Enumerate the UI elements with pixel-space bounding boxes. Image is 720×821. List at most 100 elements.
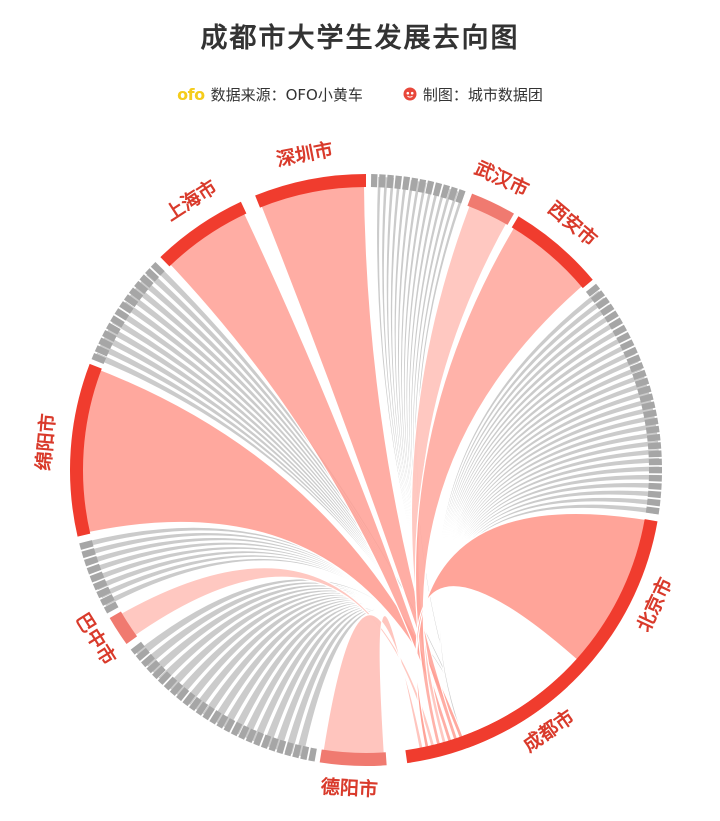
ring-segment [119, 301, 134, 314]
ring-segment [135, 647, 150, 661]
ring-segment [276, 739, 287, 755]
ring-segment [645, 425, 660, 434]
ribbon-上海市 [162, 203, 456, 753]
ring-segment [134, 280, 149, 295]
ring-segment [230, 721, 243, 737]
ring-segment [245, 728, 257, 743]
ribbon-西安市 [414, 217, 592, 756]
ring-segment-德阳市 [319, 749, 387, 766]
ring-segment-武汉市 [467, 193, 514, 225]
ring-segment [86, 563, 102, 575]
ring-segment [260, 734, 272, 749]
data-source-text: 数据来源：OFO小黄车 [210, 85, 363, 104]
ring-segment [643, 409, 657, 419]
ring-segment [632, 369, 647, 380]
ring-segment [209, 710, 222, 725]
ring-segment [141, 653, 155, 668]
ring-segment [102, 330, 117, 342]
ring-segment [417, 178, 427, 193]
ring-segment [648, 466, 662, 474]
ring-segment [455, 189, 466, 204]
ring-segment [123, 294, 139, 308]
ring-segment [146, 659, 161, 674]
ring-segment [386, 174, 394, 189]
ring-segment [103, 601, 119, 614]
ring-segment [152, 665, 166, 680]
ring-segment [595, 296, 610, 310]
ring-segment [163, 676, 178, 691]
city-label: 深圳市 [274, 138, 334, 171]
ring-segment [182, 692, 196, 707]
chart-title: 成都市大学生发展去向图 [200, 23, 520, 54]
ring-segment [641, 401, 656, 411]
ring-segment [590, 290, 606, 304]
ring-segment [637, 385, 652, 396]
ring-segment [432, 182, 443, 197]
ribbon-深圳市 [256, 175, 462, 751]
ring-segment [629, 361, 644, 373]
ring-segment [616, 331, 631, 344]
maker-logo-icon [403, 87, 417, 101]
ring-segment-巴中市 [109, 611, 138, 644]
ring-segment [634, 377, 650, 388]
ring-segment [223, 718, 236, 733]
ring-segment [308, 747, 317, 762]
ring-segment [608, 317, 623, 330]
ring-segment [639, 393, 654, 403]
data-source: ofo 数据来源：OFO小黄车 [177, 84, 363, 105]
ring-segment [89, 571, 105, 583]
ring-segment [425, 180, 435, 195]
ring-segment [644, 417, 659, 426]
ring-segment [646, 433, 661, 442]
ring-segment [619, 339, 635, 351]
ring-segment-上海市 [160, 201, 247, 267]
ring-segment [176, 687, 190, 702]
ring-segment [114, 308, 130, 321]
ring-segment [81, 548, 96, 559]
ring-segment [648, 482, 662, 490]
ring-segment [645, 506, 660, 515]
ring-segment [99, 594, 115, 606]
ring-segment [150, 261, 165, 276]
city-label: 德阳市 [320, 775, 378, 801]
ring-segment [128, 287, 144, 301]
ring-segment [623, 346, 638, 358]
ring-segment [94, 345, 110, 357]
ring-segment-深圳市 [255, 174, 366, 208]
ring-segment [370, 174, 378, 188]
ring-segment [268, 737, 279, 752]
ring-segment [647, 442, 662, 450]
ring-segment [604, 310, 619, 323]
ring-segment [106, 322, 121, 335]
chart-maker-text: 制图：城市数据团 [422, 85, 543, 104]
ring-segment [284, 742, 294, 757]
ring-segment [238, 725, 250, 740]
ring-segment [202, 705, 215, 721]
ring-segment [612, 324, 627, 337]
ring-segment [110, 315, 125, 328]
ring-segment-绵阳市 [70, 363, 102, 537]
ring-segment [195, 701, 209, 716]
ring-segment [647, 490, 662, 499]
chart-maker: 制图：城市数据团 [403, 84, 543, 105]
ring-segment [447, 186, 458, 201]
ring-segment [646, 498, 661, 507]
ring-segment [440, 184, 450, 199]
ring-segment [139, 274, 154, 288]
ring-segment [626, 354, 641, 366]
ring-segment [96, 586, 111, 599]
ring-segment [216, 714, 229, 729]
ring-segment [83, 555, 99, 567]
ring-segment-成都市 [405, 676, 568, 764]
ring-segment [378, 174, 386, 188]
ring-segment [292, 744, 302, 759]
city-label: 绵阳市 [32, 413, 60, 472]
ring-segment [189, 696, 202, 712]
ofo-logo-icon: ofo [177, 84, 205, 104]
ring-segment [409, 177, 419, 192]
ring-segment [130, 641, 145, 655]
ring-segment-西安市 [511, 216, 593, 289]
ring-segment [402, 176, 411, 191]
ring-segment [145, 268, 160, 282]
